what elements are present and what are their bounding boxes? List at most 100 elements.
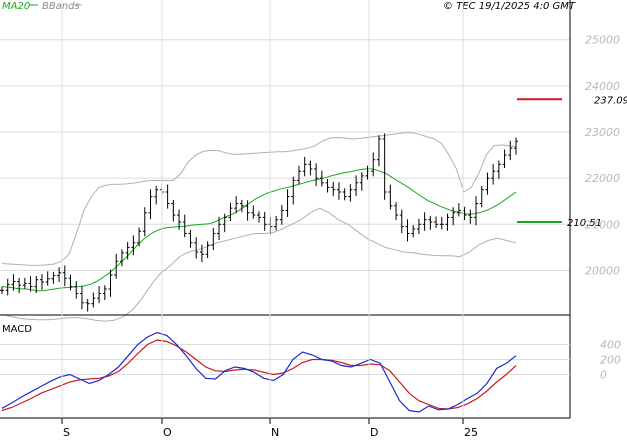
ma20-line <box>1 167 517 292</box>
ohlc-bar <box>245 200 250 221</box>
ohlc-bar <box>217 216 222 240</box>
ohlc-bar <box>502 149 507 168</box>
ohlc-bar <box>399 209 404 234</box>
macd-grid <box>0 344 570 375</box>
ohlc-bar <box>314 163 319 186</box>
ohlc-bar <box>45 271 50 286</box>
x-tick-label: 25 <box>464 426 478 439</box>
ohlc-bar <box>22 277 27 289</box>
price-grid <box>0 39 570 271</box>
ohlc-bar <box>445 213 450 231</box>
ohlc-bar <box>222 213 227 233</box>
x-tick-label: D <box>370 426 378 439</box>
ohlc-bar <box>34 276 39 294</box>
ohlc-bar <box>416 218 421 234</box>
ohlc-bar <box>474 196 479 226</box>
ohlc-bar <box>74 281 79 299</box>
ohlc-bar <box>28 276 33 292</box>
macd-signal-line <box>1 339 517 412</box>
ohlc-bar <box>119 249 124 267</box>
ohlc-bar <box>274 216 279 231</box>
x-tick-label: N <box>271 426 279 439</box>
ohlc-bar <box>388 184 393 210</box>
ohlc-bar <box>114 253 119 279</box>
ohlc-bar <box>411 225 416 238</box>
ohlc-bar <box>348 184 353 202</box>
ohlc-bar <box>376 135 381 167</box>
ohlc-bar <box>125 241 130 260</box>
macd-label: MACD <box>2 324 32 335</box>
price-axis: 25000 24000 23000 22000 21000 20000 <box>585 34 620 278</box>
x-axis: S O N D 25 <box>61 0 478 439</box>
ohlc-bar <box>177 209 182 230</box>
x-tick-label: S <box>63 426 70 439</box>
ohlc-bar <box>0 286 4 294</box>
price-tick-label: 22000 <box>585 172 620 185</box>
price-tick-label: 20000 <box>585 264 620 277</box>
ohlc-bar <box>439 216 444 230</box>
ohlc-bar <box>451 207 456 226</box>
bollinger-lower-line <box>1 207 517 322</box>
ohlc-bar <box>479 186 484 208</box>
ohlc-bar <box>257 211 261 223</box>
ohlc-bar <box>234 196 239 214</box>
ohlc-bar <box>205 241 210 258</box>
ohlc-bar <box>5 278 10 296</box>
ohlc-bar <box>11 274 16 291</box>
ohlc-bar <box>302 156 307 177</box>
ohlc-bar <box>496 160 501 180</box>
marker-210-label: 210.51 <box>567 218 602 229</box>
ohlc-bar <box>491 163 496 185</box>
ohlc-bar <box>199 244 204 263</box>
ohlc-bar <box>279 204 284 225</box>
price-tick-label: 21000 <box>585 218 620 231</box>
ohlc-bar <box>508 140 513 161</box>
ohlc-bar <box>51 271 56 284</box>
ohlc-bar <box>131 235 136 256</box>
macd-line <box>1 331 517 413</box>
ohlc-bar <box>434 216 439 228</box>
ohlc-bar <box>422 212 427 231</box>
ohlc-bar <box>325 179 330 193</box>
ohlc-bar <box>285 189 290 217</box>
ohlc-bar <box>188 229 193 248</box>
ohlc-bar <box>319 170 324 187</box>
ohlc-bar <box>485 172 490 195</box>
legend-ma20-label: MA20 <box>2 1 30 12</box>
ohlc-bar <box>331 181 336 197</box>
x-tick-label: O <box>163 426 172 439</box>
ohlc-bar <box>148 189 153 220</box>
ohlc-bar <box>371 152 376 177</box>
price-tick-label: 24000 <box>585 80 620 93</box>
legend-bbands-label: BBands <box>42 1 80 12</box>
ohlc-bar <box>182 214 187 238</box>
ohlc-bar <box>354 175 359 197</box>
ohlc-bar <box>171 199 176 222</box>
ohlc-bar <box>251 205 256 219</box>
ohlc-bar <box>91 292 96 308</box>
ohlc-bar <box>405 219 410 242</box>
ohlc-bar <box>108 269 113 297</box>
ohlc-bars <box>0 133 518 312</box>
ohlc-bar <box>62 265 67 287</box>
ohlc-bar <box>137 227 142 247</box>
ohlc-bar <box>382 133 387 200</box>
bollinger-upper-line <box>1 131 517 266</box>
ohlc-bar <box>102 285 107 300</box>
ohlc-bar <box>39 274 44 290</box>
ohlc-bar <box>154 186 159 205</box>
ohlc-bar <box>394 202 399 221</box>
ohlc-bar <box>97 286 102 304</box>
ohlc-bar <box>336 182 341 200</box>
ohlc-bar <box>228 202 233 222</box>
copyright-label: © TEC 19/1/2025 4:0 GMT <box>443 1 576 12</box>
ohlc-bar <box>85 299 90 312</box>
ohlc-bar <box>57 267 62 282</box>
ohlc-bar <box>262 211 267 231</box>
ohlc-bar <box>428 216 433 230</box>
ohlc-bar <box>296 165 301 185</box>
ohlc-bar <box>359 172 364 191</box>
macd-tick-label: 400 <box>600 339 621 352</box>
ohlc-bar <box>342 188 347 201</box>
